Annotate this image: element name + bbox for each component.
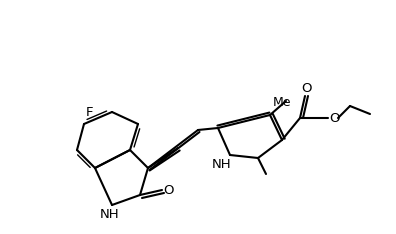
Text: O: O: [164, 183, 174, 197]
Text: O: O: [330, 111, 340, 124]
Text: Me: Me: [273, 96, 291, 110]
Text: NH: NH: [212, 157, 232, 171]
Text: O: O: [302, 83, 312, 95]
Text: NH: NH: [100, 208, 120, 222]
Text: F: F: [86, 106, 94, 118]
